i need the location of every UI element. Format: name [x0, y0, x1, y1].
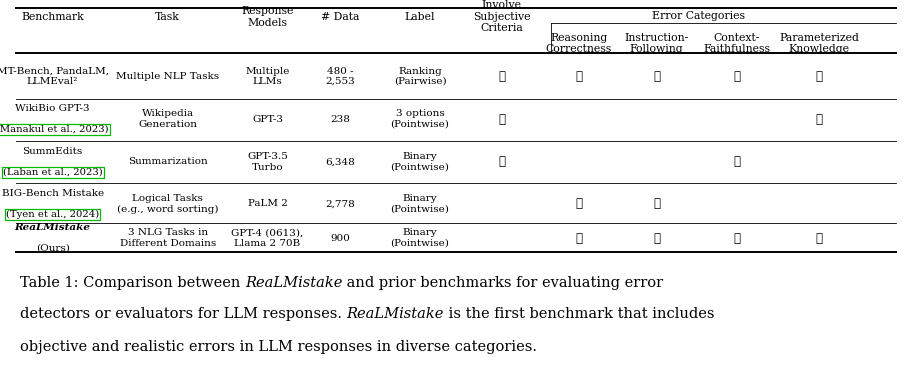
- Text: # Data: # Data: [321, 12, 359, 22]
- Text: ✓: ✓: [815, 113, 823, 125]
- Text: (Ours): (Ours): [35, 244, 70, 253]
- Text: Binary
(Pointwise): Binary (Pointwise): [391, 152, 449, 171]
- Text: Multiple NLP Tasks: Multiple NLP Tasks: [116, 72, 219, 81]
- Text: 6,348: 6,348: [326, 157, 355, 166]
- Text: 480 -
2,553: 480 - 2,553: [326, 67, 355, 86]
- Text: ✓: ✓: [575, 232, 582, 244]
- Text: Label: Label: [405, 12, 435, 22]
- Text: Multiple
LLMs: Multiple LLMs: [246, 67, 289, 86]
- Text: Involve
Subjective
Criteria: Involve Subjective Criteria: [473, 0, 531, 33]
- Text: objective and realistic errors in LLM responses in diverse categories.: objective and realistic errors in LLM re…: [20, 340, 537, 354]
- Text: ✓: ✓: [733, 232, 740, 244]
- Text: 3 options
(Pointwise): 3 options (Pointwise): [391, 109, 449, 129]
- Text: 3 NLG Tasks in
Different Domains: 3 NLG Tasks in Different Domains: [120, 228, 216, 248]
- Text: detectors or evaluators for LLM responses.: detectors or evaluators for LLM response…: [20, 307, 346, 321]
- Text: and prior benchmarks for evaluating error: and prior benchmarks for evaluating erro…: [342, 276, 663, 290]
- Text: GPT-3.5
Turbo: GPT-3.5 Turbo: [247, 152, 288, 171]
- Text: Table 1: Comparison between: Table 1: Comparison between: [20, 276, 245, 290]
- Text: Instruction-
Following: Instruction- Following: [625, 33, 688, 54]
- Text: ✓: ✓: [653, 232, 660, 244]
- Text: WikiBio GPT-3: WikiBio GPT-3: [15, 104, 90, 113]
- Text: is the first benchmark that includes: is the first benchmark that includes: [444, 307, 715, 321]
- Text: Wikipedia
Generation: Wikipedia Generation: [138, 109, 198, 129]
- Text: ✓: ✓: [498, 113, 505, 125]
- Text: ReaLMistake: ReaLMistake: [346, 307, 444, 321]
- Text: Benchmark: Benchmark: [21, 12, 84, 22]
- Text: ReaLMistake: ReaLMistake: [15, 223, 91, 232]
- Text: ✓: ✓: [498, 155, 505, 168]
- Text: Binary
(Pointwise): Binary (Pointwise): [391, 194, 449, 214]
- Text: ✓: ✓: [575, 198, 582, 210]
- Text: PaLM 2: PaLM 2: [248, 199, 288, 208]
- Text: MT-Bench, PandaLM,
LLMEval²: MT-Bench, PandaLM, LLMEval²: [0, 67, 109, 86]
- Text: ✓: ✓: [815, 70, 823, 83]
- Text: Logical Tasks
(e.g., word sorting): Logical Tasks (e.g., word sorting): [117, 194, 219, 214]
- Text: Parameterized
Knowledge: Parameterized Knowledge: [779, 33, 859, 54]
- Text: Ranking
(Pairwise): Ranking (Pairwise): [394, 67, 446, 86]
- Text: 900: 900: [330, 234, 350, 243]
- Text: (Tyen et al., 2024): (Tyen et al., 2024): [6, 210, 99, 219]
- Text: GPT-3: GPT-3: [252, 115, 283, 124]
- Text: ✓: ✓: [733, 70, 740, 83]
- Text: ✓: ✓: [653, 70, 660, 83]
- Text: ✓: ✓: [575, 70, 582, 83]
- Text: Reasoning
Correctness: Reasoning Correctness: [545, 33, 612, 54]
- Text: (Laban et al., 2023): (Laban et al., 2023): [3, 168, 102, 177]
- Text: SummEdits: SummEdits: [23, 147, 83, 156]
- Text: Task: Task: [155, 12, 180, 22]
- Text: ReaLMistake: ReaLMistake: [245, 276, 342, 290]
- Text: Summarization: Summarization: [128, 157, 208, 166]
- Text: 238: 238: [330, 115, 350, 124]
- Text: (Manakul et al., 2023): (Manakul et al., 2023): [0, 125, 109, 134]
- Text: ✓: ✓: [733, 155, 740, 168]
- Text: ✓: ✓: [815, 232, 823, 244]
- Text: ✓: ✓: [498, 70, 505, 83]
- Text: ✓: ✓: [653, 198, 660, 210]
- Text: Error Categories: Error Categories: [652, 11, 746, 20]
- Text: 2,778: 2,778: [326, 199, 355, 208]
- Text: Binary
(Pointwise): Binary (Pointwise): [391, 228, 449, 248]
- Text: Context-
Faithfulness: Context- Faithfulness: [703, 33, 770, 54]
- Text: BIG-Bench Mistake: BIG-Bench Mistake: [2, 189, 103, 198]
- Text: Response
Models: Response Models: [241, 6, 294, 28]
- Text: GPT-4 (0613),
Llama 2 70B: GPT-4 (0613), Llama 2 70B: [231, 228, 304, 248]
